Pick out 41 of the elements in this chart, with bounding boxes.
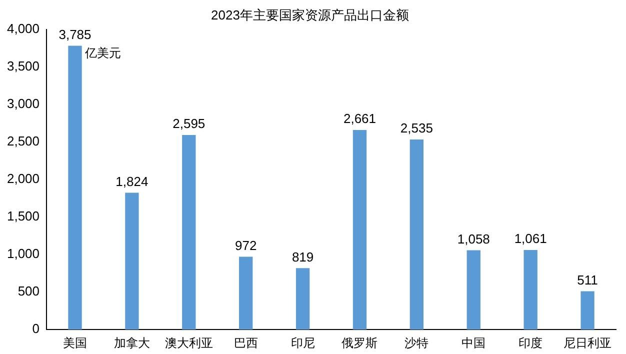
x-tick-label: 沙特 — [404, 336, 429, 350]
data-label: 2,535 — [400, 120, 433, 136]
y-tick-label: 500 — [18, 284, 40, 299]
x-tick-label: 加拿大 — [114, 336, 150, 350]
bar — [68, 46, 82, 330]
bar — [524, 250, 538, 330]
bar — [296, 268, 310, 330]
bar — [239, 256, 253, 330]
bar — [410, 139, 424, 330]
y-tick-label: 2,000 — [6, 171, 40, 186]
data-label: 1,061 — [514, 231, 547, 246]
bar — [466, 250, 480, 330]
bar — [182, 134, 196, 330]
data-label: 2,595 — [172, 116, 206, 132]
y-tick-label: 2,500 — [6, 134, 40, 149]
bar — [580, 291, 594, 330]
y-tick-label: 1,000 — [6, 246, 40, 262]
x-tick-label: 尼日利亚 — [564, 336, 612, 350]
data-label: 1,058 — [457, 231, 490, 246]
y-tick-label: 3,500 — [6, 58, 40, 74]
y-tick-label: 1,500 — [6, 208, 40, 224]
data-label: 2,661 — [343, 111, 376, 126]
data-label: 3,785 — [58, 26, 92, 42]
x-tick-label: 美国 — [63, 336, 88, 350]
chart-title: 2023年主要国家资源产品出口金额 — [211, 7, 409, 22]
data-label: 819 — [292, 249, 314, 264]
y-tick-label: 0 — [32, 321, 40, 336]
y-tick-label: 4,000 — [6, 21, 40, 36]
annotation: 亿美元 — [84, 46, 122, 60]
data-label: 1,824 — [116, 174, 148, 189]
x-tick-label: 巴西 — [234, 336, 258, 350]
x-tick-label: 中国 — [462, 336, 486, 350]
bar — [125, 192, 139, 330]
x-tick-label: 印尼 — [290, 336, 315, 350]
x-tick-label: 澳大利亚 — [164, 336, 213, 350]
y-tick-label: 3,000 — [6, 96, 40, 112]
data-label: 511 — [577, 272, 598, 288]
data-label: 972 — [234, 238, 257, 253]
x-tick-label: 俄罗斯 — [342, 336, 378, 350]
x-tick-label: 印度 — [518, 336, 543, 350]
bar — [352, 130, 367, 330]
